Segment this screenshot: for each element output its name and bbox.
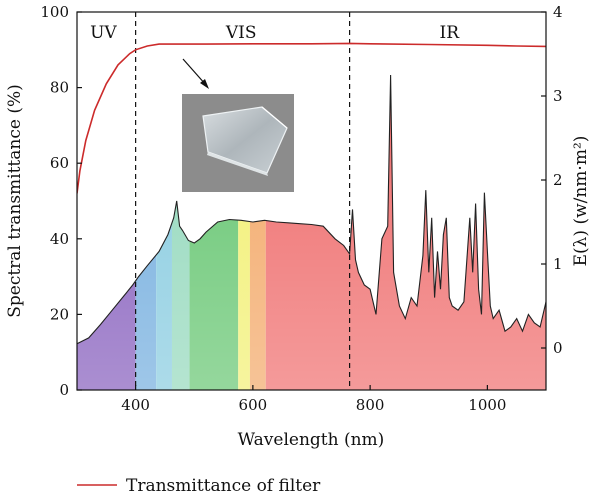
region-label-vis: VIS [225,23,257,43]
filter-photo [182,94,294,192]
region-label-ir: IR [440,23,461,43]
x-axis-title: Wavelength (nm) [238,430,385,450]
x-tick-label-1000: 1000 [468,396,506,414]
left-tick-label-20: 20 [50,305,69,323]
region-label-uv: UV [90,23,117,43]
irradiance-curve [77,74,546,345]
spectrum-shading [77,75,546,390]
transmittance-curve [77,42,546,194]
region-dividers [135,12,351,390]
spectrum-area [77,75,546,390]
x-tick-label-400: 400 [121,396,150,414]
photo-pointer-arrow [182,58,209,89]
transmittance-line [77,42,546,194]
legend-label: Transmittance of filter [126,476,321,496]
y-axis-title-left: Spectral transmittance (%) [5,84,25,318]
right-tick-label-2: 2 [553,171,563,189]
irradiance-line [77,74,546,345]
right-axis: 0 1 2 3 4 [541,3,563,357]
left-tick-label-80: 80 [50,79,69,97]
left-tick-label-60: 60 [50,154,69,172]
x-axis: 400 600 800 1000 [121,385,506,414]
right-tick-label-4: 4 [553,3,563,21]
left-tick-label-0: 0 [59,381,69,399]
right-tick-label-1: 1 [553,255,563,273]
plot-frame [76,11,547,391]
x-tick-label-800: 800 [356,396,385,414]
region-labels: UV VIS IR [90,23,460,43]
right-tick-label-0: 0 [553,339,563,357]
right-tick-label-3: 3 [553,87,563,105]
left-axis: 0 20 40 60 80 100 [40,3,82,399]
x-tick-label-600: 600 [239,396,268,414]
left-tick-label-100: 100 [40,3,69,21]
y-axis-title-right: E(λ) (w/nm·m²) [571,136,591,267]
legend: Transmittance of filter [77,476,321,496]
left-tick-label-40: 40 [50,230,69,248]
